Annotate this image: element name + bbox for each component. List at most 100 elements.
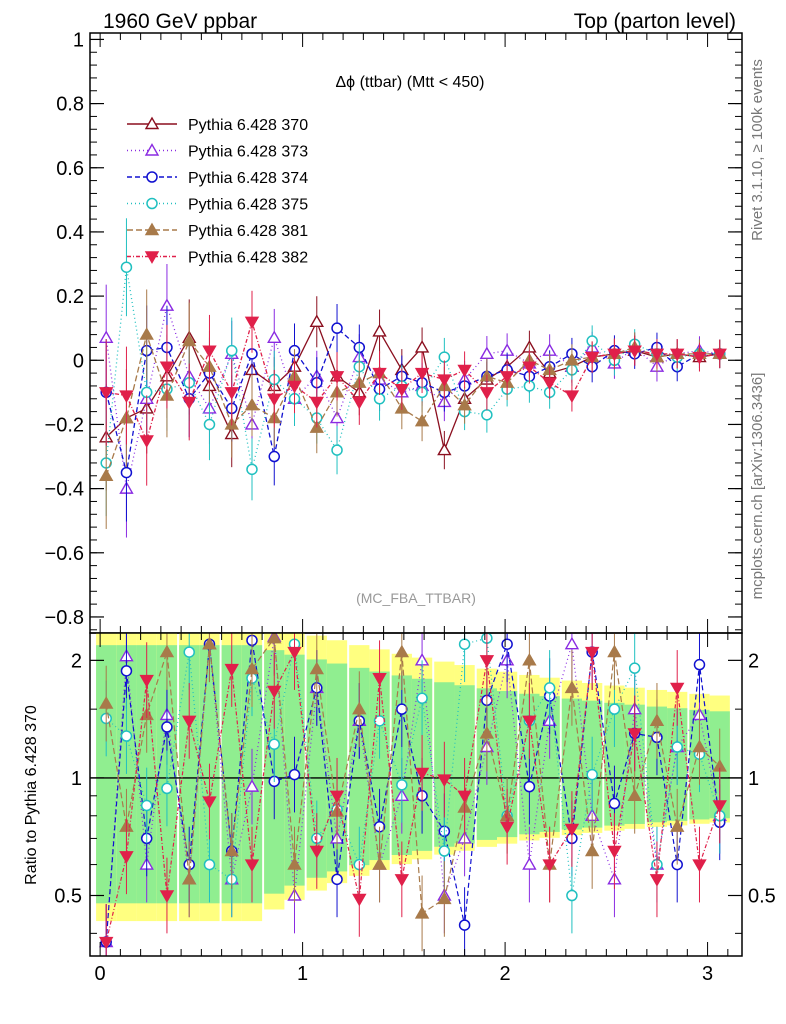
data-point	[120, 466, 133, 479]
ratio-point	[244, 661, 260, 675]
ratio-point	[437, 891, 452, 905]
data-point	[120, 261, 133, 273]
ratio-point	[438, 845, 451, 857]
legend-entry: Pythia 6.428 370	[188, 117, 308, 134]
ratio-point	[628, 662, 641, 674]
ratio-point	[352, 893, 367, 907]
uncertainty-band-inner	[349, 667, 370, 866]
ratio-point	[522, 857, 537, 870]
ratio-point	[352, 701, 367, 715]
data-point	[437, 442, 452, 456]
ratio-point	[607, 644, 622, 658]
series-main-5	[98, 290, 727, 486]
ratio-point	[712, 800, 727, 813]
header-right-label: Top (parton level)	[574, 10, 736, 33]
ratio-point	[159, 644, 175, 658]
ratio-point	[98, 696, 114, 709]
legend-marker	[144, 222, 160, 236]
mcplots-label: mcplots.cern.ch [arXiv:1306.3436]	[749, 373, 766, 600]
data-point	[649, 348, 665, 362]
x-tick-label: 3	[702, 963, 713, 985]
data-point	[268, 450, 281, 463]
data-point	[627, 345, 642, 359]
ratio-point	[437, 774, 452, 788]
ratio-point	[566, 889, 578, 902]
data-point	[372, 323, 387, 337]
ratio-point	[499, 821, 515, 835]
ratio-point	[564, 636, 580, 650]
data-point	[564, 352, 580, 366]
data-point	[329, 371, 345, 384]
ratio-point	[458, 919, 471, 931]
x-tick-label: 0	[95, 963, 106, 985]
ratio-point	[586, 768, 598, 781]
data-point	[225, 344, 238, 357]
ratio-point	[140, 799, 153, 812]
data-point	[584, 351, 600, 365]
series-line	[105, 332, 720, 476]
legend-marker	[144, 116, 160, 130]
data-point	[119, 390, 134, 403]
ratio-point	[329, 790, 345, 804]
data-point	[267, 393, 282, 407]
data-point	[309, 396, 324, 410]
ratio-series-group	[98, 633, 727, 956]
data-point	[414, 413, 430, 427]
ratio-point	[372, 673, 387, 686]
series-main-4	[98, 289, 727, 529]
legend-entry: Pythia 6.428 381	[188, 223, 308, 240]
ratio-point	[120, 730, 133, 742]
ratio-point	[523, 780, 536, 793]
ratio-y-tick-label: 1	[71, 768, 82, 790]
series-line	[105, 303, 720, 489]
ratio-line	[105, 640, 721, 943]
data-point	[331, 322, 343, 334]
ratio-y-tick-label: 2	[71, 650, 82, 672]
data-point	[414, 340, 430, 353]
data-point	[159, 361, 175, 375]
ratio-point	[608, 797, 621, 810]
ratio-point	[607, 845, 622, 859]
data-point	[182, 333, 197, 347]
data-point	[182, 396, 197, 410]
ratio-point	[119, 851, 134, 864]
legend-entry: Pythia 6.428 373	[188, 144, 308, 161]
data-point	[457, 397, 472, 411]
ratio-point	[139, 674, 154, 688]
legend-marker	[146, 197, 158, 210]
ratio-point	[649, 874, 665, 887]
main-y-tick-label: 0	[73, 350, 84, 372]
ratio-point	[627, 728, 642, 741]
ratio-y-tick-label: 0.5	[54, 886, 82, 908]
ratio-point	[501, 638, 513, 650]
ratio-point	[267, 685, 282, 699]
ratio-point	[693, 658, 706, 671]
ratio-point	[479, 655, 495, 668]
data-point	[287, 380, 302, 394]
ratio-y-tick-label-right: 1	[748, 768, 759, 790]
ratio-line	[105, 650, 721, 943]
ratio-point	[309, 661, 324, 675]
main-panel: −0.8 −0.6 −0.4 −0.2 0 0.2 0.4 0.6 0.8 1	[45, 29, 743, 634]
ratio-point	[202, 796, 217, 809]
ratio-point	[669, 682, 685, 696]
ratio-point	[161, 782, 173, 795]
data-point	[98, 387, 114, 400]
data-point	[98, 468, 114, 481]
ratio-point	[268, 738, 281, 750]
legend-entry: Pythia 6.428 375	[188, 197, 308, 214]
series-line	[105, 320, 720, 453]
ratio-point	[584, 843, 600, 857]
ratio-point	[608, 703, 621, 715]
ratio-point	[120, 665, 133, 677]
data-point	[244, 316, 260, 330]
data-point	[414, 367, 430, 381]
ratio-point	[542, 859, 557, 872]
main-y-tick-label: −0.4	[45, 479, 84, 501]
data-point	[373, 393, 386, 405]
data-point	[607, 348, 622, 362]
ratio-point	[224, 843, 239, 857]
legend-marker	[144, 251, 160, 264]
main-y-tick-label: 0.6	[56, 158, 84, 180]
